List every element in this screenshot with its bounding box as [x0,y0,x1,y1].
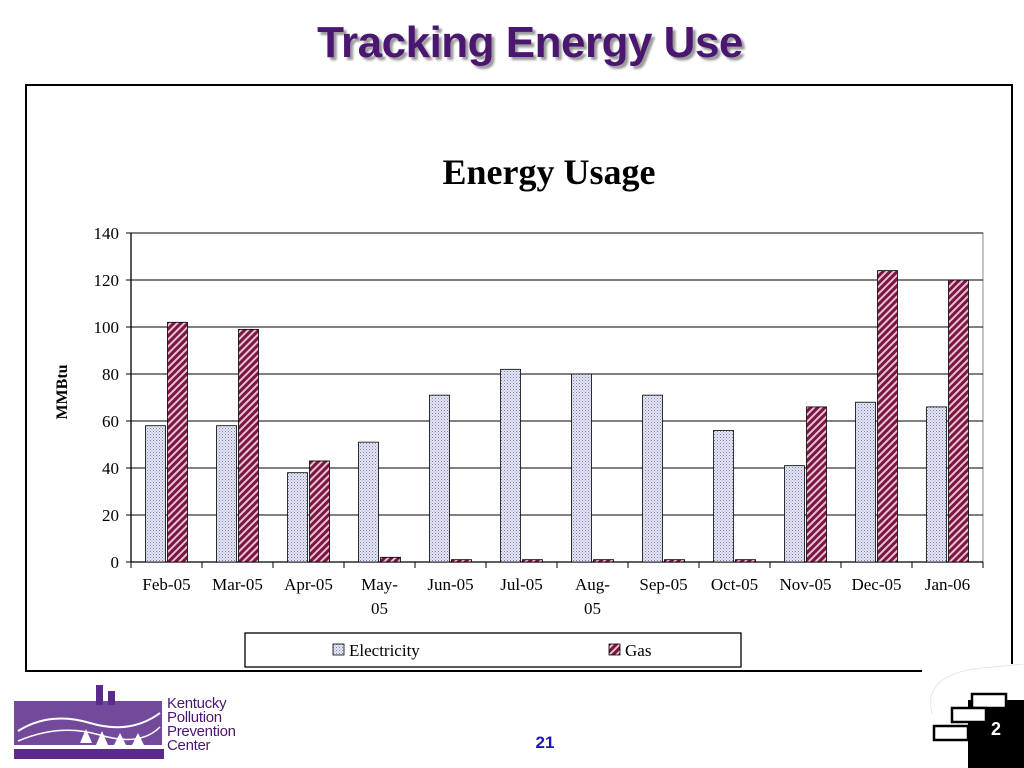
bar-gas [309,460,330,563]
bar-gas [735,559,756,563]
x-tick-label: Apr-05 [284,575,333,594]
bar-electricity [145,425,166,563]
legend-label-gas: Gas [625,641,651,660]
y-tick-label: 140 [94,224,120,243]
bar-gas [877,270,898,563]
energy-usage-chart: Energy Usage MMBtu 0 20 40 60 80 100 120 140 Feb… [54,152,984,668]
badge-number: 2 [991,719,1001,739]
bar-gas [238,328,259,563]
x-tick-label: Dec-05 [851,575,901,594]
bar-electricity [642,394,663,563]
x-tick-label: Jul-05 [500,575,543,594]
legend-swatch-gas [608,643,621,656]
x-tick-label: Aug- [575,575,610,594]
bar-electricity [500,368,521,563]
plot-background [130,232,984,563]
y-tick-label: 60 [102,412,119,431]
x-tick-label: Sep-05 [639,575,687,594]
chart-frame: Energy Usage MMBtu 0 20 40 60 80 100 120 140 Feb… [25,84,1013,672]
x-tick-label: Jun-05 [427,575,473,594]
page-number: 21 [535,733,555,752]
bar-electricity [216,425,237,563]
logo-text: Kentucky Pollution Prevention Center [167,695,236,754]
y-tick-label: 120 [94,271,120,290]
bar-gas [380,556,401,563]
bar-gas [593,559,614,563]
plot-area: 0 20 40 60 80 100 120 140 Feb-05 Mar-05 Apr-05 May-… [94,224,984,618]
x-tick-label: Jan-06 [925,575,970,594]
bar-electricity [571,373,592,563]
bar-electricity [926,406,947,563]
x-tick-label: Mar-05 [212,575,263,594]
y-axis-label: MMBtu [54,364,71,419]
bar-gas [522,559,543,563]
y-tick-label: 20 [102,506,119,525]
bar-electricity [358,441,379,563]
bar-electricity [784,465,805,563]
slide-title: Tracking Energy Use [317,18,743,67]
legend: Electricity Gas [244,632,742,668]
bar-gas [806,406,827,563]
logo-line: Prevention [167,723,236,740]
bar-electricity [287,472,308,563]
bar-gas [451,559,472,563]
y-tick-label: 100 [94,318,120,337]
steps-badge-icon: 2 [922,664,1024,768]
x-tick-label: 05 [371,599,388,618]
y-tick-label: 80 [102,365,119,384]
bar-gas [167,321,188,563]
x-tick-label: Nov-05 [780,575,832,594]
legend-label-electricity: Electricity [349,641,420,660]
bar-electricity [713,429,734,563]
x-tick-label: Feb-05 [142,575,190,594]
bar-electricity [429,394,450,563]
kppc-logo [14,685,164,759]
x-tick-label: 05 [584,599,601,618]
bar-gas [948,279,969,563]
logo-line: Kentucky [167,695,227,712]
x-tick-label: Oct-05 [711,575,758,594]
legend-box [244,632,742,668]
chart-title: Energy Usage [443,152,656,192]
logo-line: Center [167,737,211,754]
y-tick-label: 40 [102,459,119,478]
logo-line: Pollution [167,709,222,726]
bar-electricity [855,401,876,563]
bar-gas [664,559,685,563]
legend-swatch-electricity [332,643,345,656]
y-tick-label: 0 [111,553,120,572]
x-tick-label: May- [361,575,398,594]
